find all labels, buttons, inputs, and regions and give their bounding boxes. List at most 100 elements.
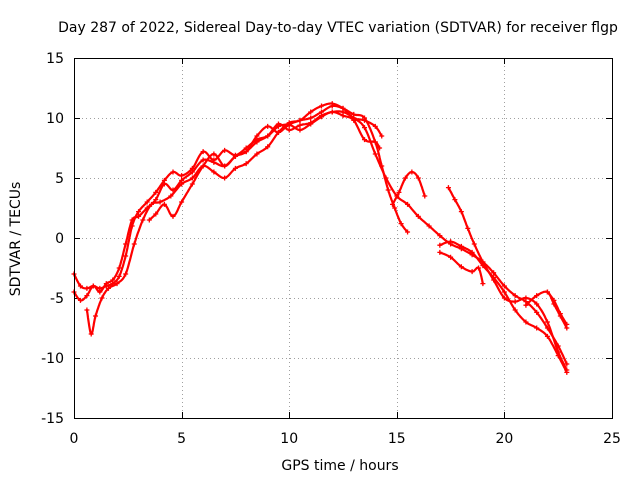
data-point xyxy=(200,149,206,155)
data-point xyxy=(557,311,563,317)
data-point xyxy=(114,281,120,287)
data-point xyxy=(318,103,324,109)
data-point xyxy=(170,213,176,219)
data-point xyxy=(458,209,464,215)
y-tick-label: 5 xyxy=(55,171,64,187)
data-point xyxy=(480,263,486,269)
data-point xyxy=(480,281,486,287)
data-point xyxy=(465,225,471,231)
data-point xyxy=(222,175,228,181)
data-point xyxy=(168,193,174,199)
data-point xyxy=(97,289,103,295)
data-point xyxy=(179,199,185,205)
data-point xyxy=(458,264,464,270)
data-series xyxy=(71,101,570,375)
data-point xyxy=(297,122,303,128)
data-point xyxy=(286,122,292,128)
data-point xyxy=(254,133,260,139)
data-point xyxy=(179,173,185,179)
data-point xyxy=(99,295,105,301)
data-point xyxy=(445,185,451,191)
data-point xyxy=(232,165,238,171)
data-point xyxy=(402,175,408,181)
series-line xyxy=(438,240,568,374)
data-point xyxy=(265,144,271,150)
series-line xyxy=(72,104,409,290)
data-point xyxy=(275,121,281,127)
data-point xyxy=(396,189,402,195)
data-point xyxy=(389,201,395,207)
data-point xyxy=(555,353,561,359)
data-point xyxy=(90,283,96,289)
data-point xyxy=(200,163,206,169)
data-point xyxy=(297,117,303,123)
data-point xyxy=(157,199,163,205)
data-point xyxy=(362,137,368,143)
data-point xyxy=(372,139,378,145)
data-point xyxy=(243,161,249,167)
data-point xyxy=(437,242,443,248)
data-point xyxy=(512,299,518,305)
data-point xyxy=(491,275,497,281)
data-point xyxy=(564,369,570,375)
series-line xyxy=(72,110,568,366)
data-point xyxy=(437,233,443,239)
y-tick-label: -10 xyxy=(41,351,64,367)
data-point xyxy=(265,123,271,129)
data-point xyxy=(405,201,411,207)
series-track-8 xyxy=(437,249,486,287)
data-point xyxy=(426,223,432,229)
data-point xyxy=(153,197,159,203)
data-point xyxy=(308,109,314,115)
data-point xyxy=(501,295,507,301)
data-point xyxy=(405,229,411,235)
data-point xyxy=(469,269,475,275)
data-point xyxy=(501,289,507,295)
series-line xyxy=(438,251,484,285)
data-point xyxy=(308,121,314,127)
y-tick-label: 10 xyxy=(46,111,64,127)
data-point xyxy=(189,175,195,181)
series-line xyxy=(85,102,383,336)
data-point xyxy=(211,151,217,157)
data-point xyxy=(140,217,146,223)
data-point xyxy=(148,201,154,207)
data-point xyxy=(243,149,249,155)
data-point xyxy=(351,117,357,123)
data-point xyxy=(523,295,529,301)
series-track-6 xyxy=(445,185,570,373)
data-point xyxy=(385,187,391,193)
y-tick-label: -15 xyxy=(41,411,64,427)
data-point xyxy=(116,265,122,271)
data-point xyxy=(123,241,129,247)
data-point xyxy=(153,211,159,217)
data-point xyxy=(189,181,195,187)
x-tick-label: 25 xyxy=(603,431,621,447)
data-point xyxy=(362,117,368,123)
data-point xyxy=(232,153,238,159)
series-line xyxy=(391,170,426,206)
y-tick-label: 15 xyxy=(46,51,64,67)
data-point xyxy=(452,197,458,203)
data-point xyxy=(544,319,550,325)
data-point xyxy=(84,307,90,313)
data-point xyxy=(200,157,206,163)
data-point xyxy=(372,123,378,129)
data-point xyxy=(254,139,260,145)
data-point xyxy=(103,281,109,287)
data-point xyxy=(471,241,477,247)
x-axis-title: GPS time / hours xyxy=(281,458,398,474)
data-point xyxy=(512,293,518,299)
data-point xyxy=(340,113,346,119)
data-point xyxy=(398,221,404,227)
data-point xyxy=(110,277,116,283)
data-point xyxy=(170,187,176,193)
data-point xyxy=(415,213,421,219)
data-point xyxy=(116,273,122,279)
data-point xyxy=(254,151,260,157)
y-axis-title: SDTVAR / TECUs xyxy=(8,182,24,297)
data-point xyxy=(211,159,217,165)
data-point xyxy=(523,319,529,325)
x-tick-label: 10 xyxy=(280,431,298,447)
data-point xyxy=(179,181,185,187)
